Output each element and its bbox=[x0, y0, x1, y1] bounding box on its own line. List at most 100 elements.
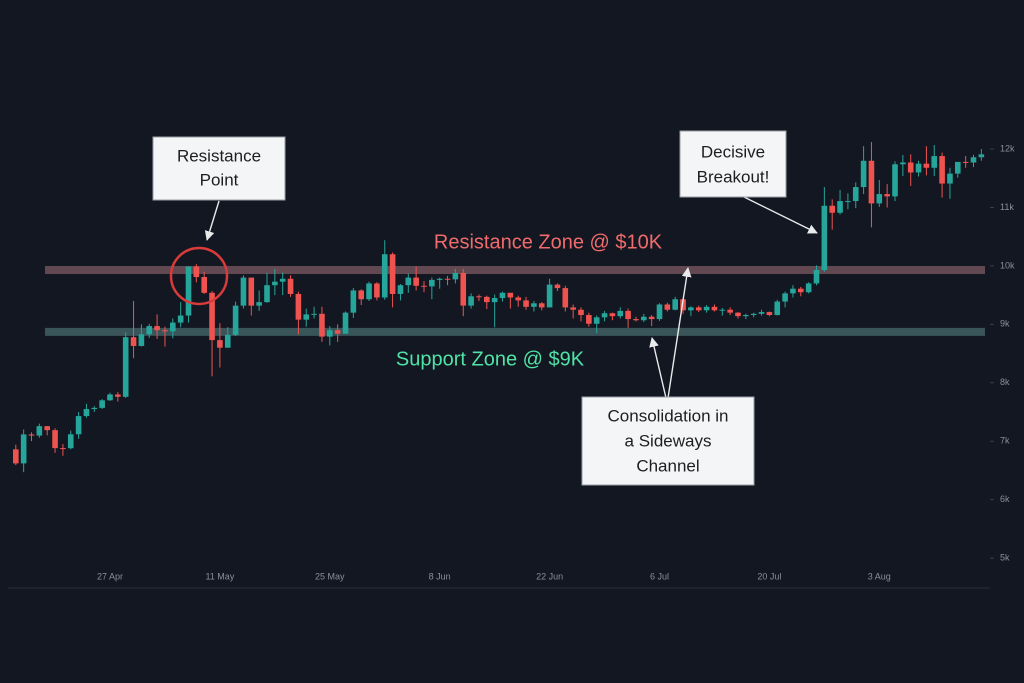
candle-body bbox=[907, 162, 914, 173]
candle-body bbox=[593, 317, 600, 324]
candle-body bbox=[146, 326, 153, 335]
candle-body bbox=[633, 319, 639, 321]
candle-body bbox=[452, 272, 459, 280]
candle-body bbox=[641, 316, 647, 321]
candle-body bbox=[523, 300, 529, 307]
candle-body bbox=[429, 279, 435, 287]
candle-body bbox=[860, 160, 867, 188]
candle-body bbox=[272, 281, 278, 286]
y-tick-label: 8k bbox=[1000, 377, 1010, 387]
x-tick-label: 27 Apr bbox=[97, 571, 123, 581]
candle-body bbox=[978, 154, 985, 158]
candle-body bbox=[695, 307, 702, 311]
candle-body bbox=[845, 201, 851, 203]
candle-body bbox=[962, 161, 969, 163]
x-tick-label: 8 Jun bbox=[429, 571, 451, 581]
candle-body bbox=[327, 330, 333, 337]
candle-body bbox=[703, 306, 710, 311]
candle-body bbox=[586, 314, 592, 324]
candle-body bbox=[295, 293, 302, 320]
callout-box bbox=[581, 396, 755, 486]
candle-body bbox=[444, 278, 451, 280]
candle-body bbox=[735, 312, 741, 317]
y-tick-label: 11k bbox=[1000, 202, 1014, 212]
callout-text: Decisive bbox=[701, 142, 765, 161]
candle-body bbox=[342, 312, 349, 334]
candle-body bbox=[334, 330, 341, 334]
candle-body bbox=[507, 292, 514, 298]
candle-body bbox=[374, 283, 380, 298]
candle-body bbox=[546, 284, 553, 308]
x-tick-label: 20 Jul bbox=[757, 571, 781, 581]
y-tick-label: 10k bbox=[1000, 260, 1015, 270]
candle-body bbox=[813, 270, 820, 284]
y-tick-label: 7k bbox=[1000, 436, 1010, 446]
callout-text: Point bbox=[200, 170, 239, 189]
candle-body bbox=[515, 297, 521, 301]
candle-body bbox=[130, 337, 137, 346]
candle-body bbox=[711, 306, 718, 311]
plot-area: 5k 6k 7k 8k 9k 10k 11k 12k 27 Apr 11 May 25 May 8 J… bbox=[13, 142, 1015, 581]
candle-body bbox=[648, 316, 655, 320]
x-tick-label: 6 Jul bbox=[650, 571, 669, 581]
candle-body bbox=[664, 304, 671, 310]
candle-body bbox=[279, 278, 286, 282]
candle-body bbox=[719, 309, 726, 311]
candle-body bbox=[601, 313, 608, 318]
callout-text: Channel bbox=[636, 456, 699, 475]
candle-body bbox=[578, 309, 584, 315]
candle-body bbox=[20, 434, 27, 464]
callout-box bbox=[679, 130, 787, 198]
callout: Resistance Point bbox=[152, 136, 286, 201]
candle-body bbox=[193, 266, 200, 278]
x-tick-label: 3 Aug bbox=[868, 571, 891, 581]
candle-body bbox=[491, 298, 498, 303]
candle-body bbox=[177, 315, 184, 323]
candle-body bbox=[939, 156, 945, 184]
callout: Consolidation in a Sideways Channel bbox=[581, 396, 755, 486]
candle-body bbox=[397, 285, 404, 294]
candle-body bbox=[44, 426, 50, 431]
candle-body bbox=[829, 205, 835, 213]
candle-body bbox=[436, 278, 443, 280]
candle-body bbox=[366, 283, 372, 300]
candle-body bbox=[900, 162, 906, 165]
x-tick-label: 22 Jun bbox=[536, 571, 563, 581]
candle-body bbox=[99, 400, 105, 408]
candle-body bbox=[476, 296, 482, 298]
candle-body bbox=[107, 394, 113, 401]
callout-box bbox=[152, 136, 286, 201]
y-tick-label: 9k bbox=[1000, 319, 1010, 329]
callout-text: a Sideways bbox=[625, 431, 712, 450]
candle-body bbox=[240, 277, 247, 306]
candle-body bbox=[217, 340, 223, 348]
candle-body bbox=[185, 266, 192, 316]
y-tick-label: 12k bbox=[1000, 143, 1015, 153]
candle-body bbox=[923, 163, 930, 168]
y-tick-label: 5k bbox=[1000, 552, 1010, 562]
candle-body bbox=[868, 160, 875, 204]
candle-body bbox=[562, 288, 569, 308]
candle-body bbox=[931, 156, 938, 168]
candle-body bbox=[538, 303, 545, 308]
candle-body bbox=[499, 292, 506, 299]
candle-body bbox=[232, 305, 239, 335]
candle-body bbox=[358, 290, 364, 300]
candle-body bbox=[852, 187, 859, 202]
candle-body bbox=[805, 283, 812, 293]
candle-body bbox=[727, 309, 733, 313]
candle-body bbox=[75, 416, 82, 435]
callout-text: Resistance bbox=[177, 146, 261, 165]
candle-body bbox=[170, 322, 176, 332]
candle-body bbox=[287, 278, 294, 294]
candle-body bbox=[837, 201, 843, 213]
candle-body bbox=[915, 163, 922, 173]
candle-body bbox=[405, 277, 412, 286]
candle-body bbox=[656, 304, 663, 320]
candle-body bbox=[162, 330, 168, 332]
candle-body bbox=[970, 157, 977, 163]
candle-body bbox=[460, 272, 467, 306]
candle-body bbox=[256, 302, 262, 306]
candle-body bbox=[122, 337, 129, 397]
